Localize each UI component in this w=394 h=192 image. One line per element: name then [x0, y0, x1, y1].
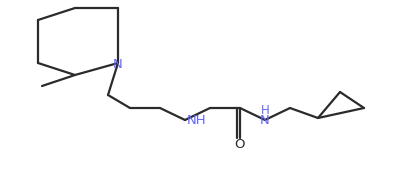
Text: N: N [113, 59, 123, 71]
Text: N: N [260, 113, 270, 127]
Text: O: O [235, 138, 245, 151]
Text: NH: NH [187, 113, 206, 127]
Text: H: H [260, 104, 269, 118]
